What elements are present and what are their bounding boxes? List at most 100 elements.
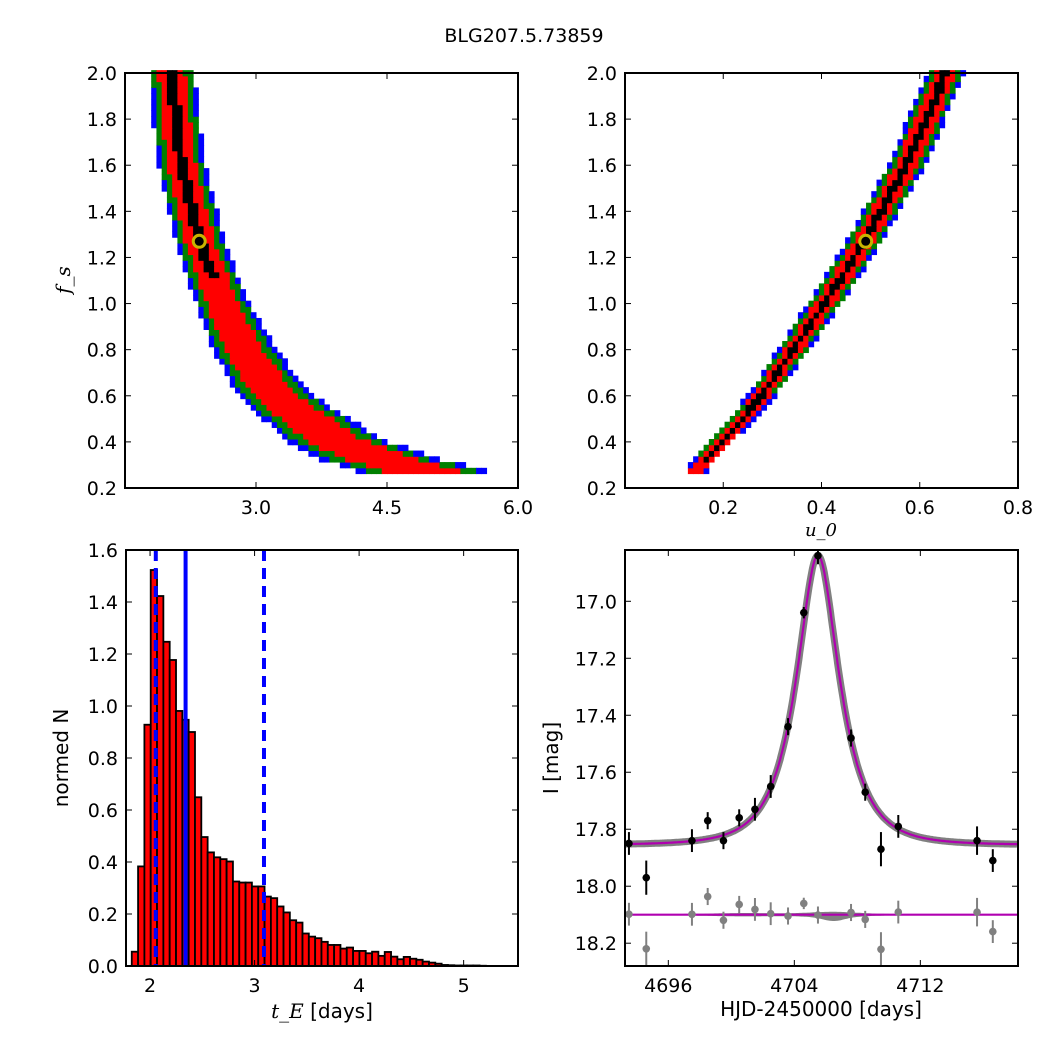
heatmap-cell (167, 208, 173, 214)
heatmap-cell (866, 255, 872, 261)
data-point (751, 805, 759, 813)
heatmap-cell (156, 110, 162, 116)
heatmap-cell (198, 278, 204, 284)
residual-point (973, 908, 981, 916)
heatmap-cell (934, 122, 940, 128)
x-tick-label: 3 (249, 975, 261, 997)
histogram-bar (252, 886, 258, 966)
histogram-bar (315, 938, 321, 966)
heatmap-cell (266, 341, 272, 347)
heatmap-cell (282, 404, 288, 410)
heatmap-cell (371, 433, 377, 439)
residual-point (767, 910, 775, 918)
heatmap-cell (897, 157, 903, 163)
x-axis-label: t_E [days] (271, 999, 373, 1023)
heatmap-cell (871, 191, 877, 197)
heatmap-cell (350, 427, 356, 433)
heatmap-cell (424, 468, 430, 474)
heatmap-cell (892, 168, 898, 174)
data-point (877, 845, 885, 853)
heatmap-cell (945, 87, 951, 93)
heatmap-cell (929, 99, 935, 105)
heatmap-cell (897, 174, 903, 180)
heatmap-cell (303, 422, 309, 428)
heatmap-cell (845, 243, 851, 249)
heatmap-cell (766, 364, 772, 370)
heatmap-cell (183, 87, 189, 93)
heatmap-cell (413, 468, 419, 474)
x-axis-label-units: [days] (310, 999, 373, 1023)
heatmap-cell (709, 439, 715, 445)
heatmap-cell (882, 180, 888, 186)
heatmap-cell (840, 272, 846, 278)
heatmap-cell (204, 295, 210, 301)
heatmap-cell (845, 249, 851, 255)
heatmap-cell (172, 191, 178, 197)
heatmap-cell (240, 306, 246, 312)
residual-point (861, 916, 869, 924)
heatmap-cell (808, 306, 814, 312)
heatmap-cell (866, 249, 872, 255)
y-tick-label: 1.0 (88, 696, 118, 718)
heatmap-cell (314, 416, 320, 422)
heatmap-cell (167, 180, 173, 186)
heatmap-cell (251, 324, 257, 330)
heatmap-cell (382, 451, 388, 457)
heatmap-cell (246, 324, 252, 330)
heatmap-cell (329, 427, 335, 433)
heatmap-cell (235, 335, 241, 341)
heatmap-cell (403, 451, 409, 457)
heatmap-cell (329, 433, 335, 439)
heatmap-cell (803, 335, 809, 341)
heatmap-cell (740, 427, 746, 433)
heatmap-cell (324, 439, 330, 445)
heatmap-cell (193, 278, 199, 284)
heatmap-cell (193, 214, 199, 220)
heatmap-cell (866, 208, 872, 214)
heatmap-cell (235, 387, 241, 393)
heatmap-cell (240, 387, 246, 393)
heatmap-cell (177, 76, 183, 82)
heatmap-cell (172, 220, 178, 226)
heatmap-cell (924, 110, 930, 116)
heatmap-cell (230, 347, 236, 353)
y-tick-label: 17.0 (575, 591, 617, 613)
heatmap-cell (235, 353, 241, 359)
heatmap-cell (845, 272, 851, 278)
heatmap-cell (877, 226, 883, 232)
heatmap-cell (819, 301, 825, 307)
heatmap-cell (256, 376, 262, 382)
heatmap-cell (209, 272, 215, 278)
heatmap-cell (897, 151, 903, 157)
heatmap-cell (266, 335, 272, 341)
heatmap-cell (751, 410, 757, 416)
heatmap-cell (246, 306, 252, 312)
heatmap-cell (156, 99, 162, 105)
heatmap-cell (282, 376, 288, 382)
heatmap-cell (746, 399, 752, 405)
heatmap-cell (418, 451, 424, 457)
heatmap-cell (892, 162, 898, 168)
heatmap-cell (329, 422, 335, 428)
heatmap-cell (204, 174, 210, 180)
heatmap-cell (188, 93, 194, 99)
heatmap-cell (756, 404, 762, 410)
heatmap-cell (266, 387, 272, 393)
heatmap-cell (746, 393, 752, 399)
heatmap-cell (918, 168, 924, 174)
heatmap-cell (177, 191, 183, 197)
histogram-bar (340, 949, 346, 966)
heatmap-cell (272, 387, 278, 393)
heatmap-cell (167, 145, 173, 151)
heatmap-cell (735, 422, 741, 428)
heatmap-cell (939, 110, 945, 116)
heatmap-cell (167, 168, 173, 174)
heatmap-cell (356, 451, 362, 457)
heatmap-cell (897, 197, 903, 203)
heatmap-cell (340, 439, 346, 445)
heatmap-cell (230, 364, 236, 370)
heatmap-cell (377, 439, 383, 445)
heatmap-cell (861, 208, 867, 214)
residual-point (751, 906, 759, 914)
heatmap-cell (397, 451, 403, 457)
